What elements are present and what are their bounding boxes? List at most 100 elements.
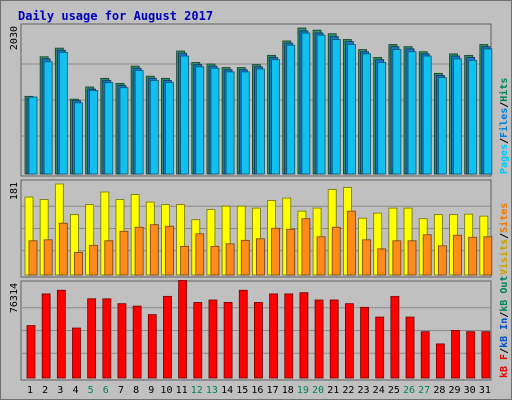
x-tick-label: 9 [148,385,154,396]
bar-kb-f-day-26 [405,316,415,379]
x-tick-label: 18 [282,385,294,396]
bar-sites-day-9 [149,224,159,276]
bar-sites-day-17 [271,227,280,276]
legend-item: / [499,312,510,318]
bar-kb-f-day-15 [238,289,248,379]
bar-sites-day-1 [28,240,38,276]
bar-pages-day-6 [104,82,114,175]
bar-pages-day-17 [271,59,280,175]
bar-kb-f-day-23 [360,306,369,379]
bar-pages-day-24 [377,62,387,175]
bar-pages-day-20 [316,34,326,175]
bar-kb-f-day-7 [117,303,127,379]
bar-kb-f-day-8 [132,305,142,379]
bar-kb-f-day-27 [420,331,430,379]
bar-sites-day-20 [316,236,326,276]
bar-pages-day-18 [286,44,296,175]
bar-pages-day-19 [301,32,311,175]
bar-kb-f-day-1 [26,325,36,379]
bar-pages-day-16 [256,68,265,175]
y-max-label: 76314 [9,283,20,313]
bar-pages-day-2 [43,61,53,175]
bar-kb-f-day-5 [87,298,97,379]
x-tick-label: 20 [312,385,324,396]
legend-item: Files [498,108,510,138]
panel-bottom: 76314 kB F/kB In/kB Out [9,276,510,381]
bar-kb-f-day-3 [56,289,66,379]
x-tick-label: 27 [418,385,430,396]
bar-sites-day-3 [58,222,68,276]
bar-sites-day-7 [119,230,129,276]
bar-sites-day-29 [453,234,462,276]
bar-pages-day-22 [346,44,356,175]
x-tick-label: 28 [433,385,445,396]
bar-kb-f-day-30 [466,331,476,379]
bar-kb-f-day-12 [193,302,203,379]
bar-pages-day-13 [210,67,220,175]
x-tick-label: 16 [251,385,263,396]
x-tick-label: 25 [388,385,400,396]
bar-sites-day-4 [74,251,83,276]
bar-pages-day-7 [119,87,129,175]
x-tick-label: 30 [464,385,476,396]
x-tick-label: 21 [327,385,339,396]
bar-kb-f-day-18 [284,293,294,379]
bar-kb-f-day-13 [208,299,218,379]
bar-pages-day-14 [225,71,235,175]
bar-kb-f-day-20 [314,299,324,379]
bar-pages-day-9 [149,80,159,175]
bar-kb-f-day-25 [390,295,400,379]
legend-item: Sites [498,203,510,233]
legend-item: / [499,348,510,354]
bar-pages-day-15 [240,71,250,175]
bar-pages-day-25 [392,49,402,175]
bar-sites-day-2 [43,239,53,276]
bar-kb-f-day-19 [299,292,309,379]
bar-kb-f-day-24 [375,316,385,379]
bar-kb-f-day-6 [102,298,112,379]
x-tick-label: 17 [267,385,279,396]
bar-sites-day-5 [89,244,99,276]
bar-pages-day-21 [331,39,341,175]
bar-pages-day-3 [58,52,68,175]
bar-sites-day-28 [437,245,447,276]
bar-kb-f-day-11 [178,280,188,379]
legend-item: Hits [498,78,510,102]
x-tick-label: 14 [221,385,233,396]
bar-kb-f-day-2 [41,293,51,379]
legend-item: Pages [499,144,510,174]
chart-title: Daily usage for August 2017 [18,9,213,23]
bar-pages-day-23 [362,53,371,175]
bar-pages-day-28 [437,77,447,175]
bar-sites-day-12 [195,233,205,276]
x-tick-label: 7 [118,385,124,396]
bar-sites-day-8 [134,226,144,276]
x-tick-label: 8 [133,385,139,396]
x-tick-label: 2 [42,385,48,396]
bar-kb-f-day-16 [254,302,263,379]
bar-sites-day-6 [104,240,114,276]
bar-sites-day-21 [331,226,341,276]
bar-pages-day-5 [89,90,99,175]
x-tick-label: 5 [88,385,94,396]
bar-kb-f-day-29 [451,330,460,379]
bar-sites-day-19 [301,218,311,276]
x-tick-label: 24 [373,385,385,396]
legend-bottom: kB F/kB In/kB Out [499,276,510,378]
bar-sites-day-10 [165,225,174,276]
x-tick-label: 26 [403,385,415,396]
x-tick-label: 3 [57,385,63,396]
x-tick-label: 19 [297,385,309,396]
bar-pages-day-27 [422,55,432,175]
x-tick-label: 4 [72,385,78,396]
x-tick-label: 15 [236,385,248,396]
bar-pages-day-4 [74,102,83,175]
x-tick-label: 10 [160,385,172,396]
legend-item: Visits [498,239,510,275]
legend-item: / [499,138,510,144]
legend-item: kB In [499,318,510,348]
legend-item: / [499,233,510,239]
bar-kb-f-day-14 [223,302,233,379]
bar-sites-day-18 [286,228,296,276]
